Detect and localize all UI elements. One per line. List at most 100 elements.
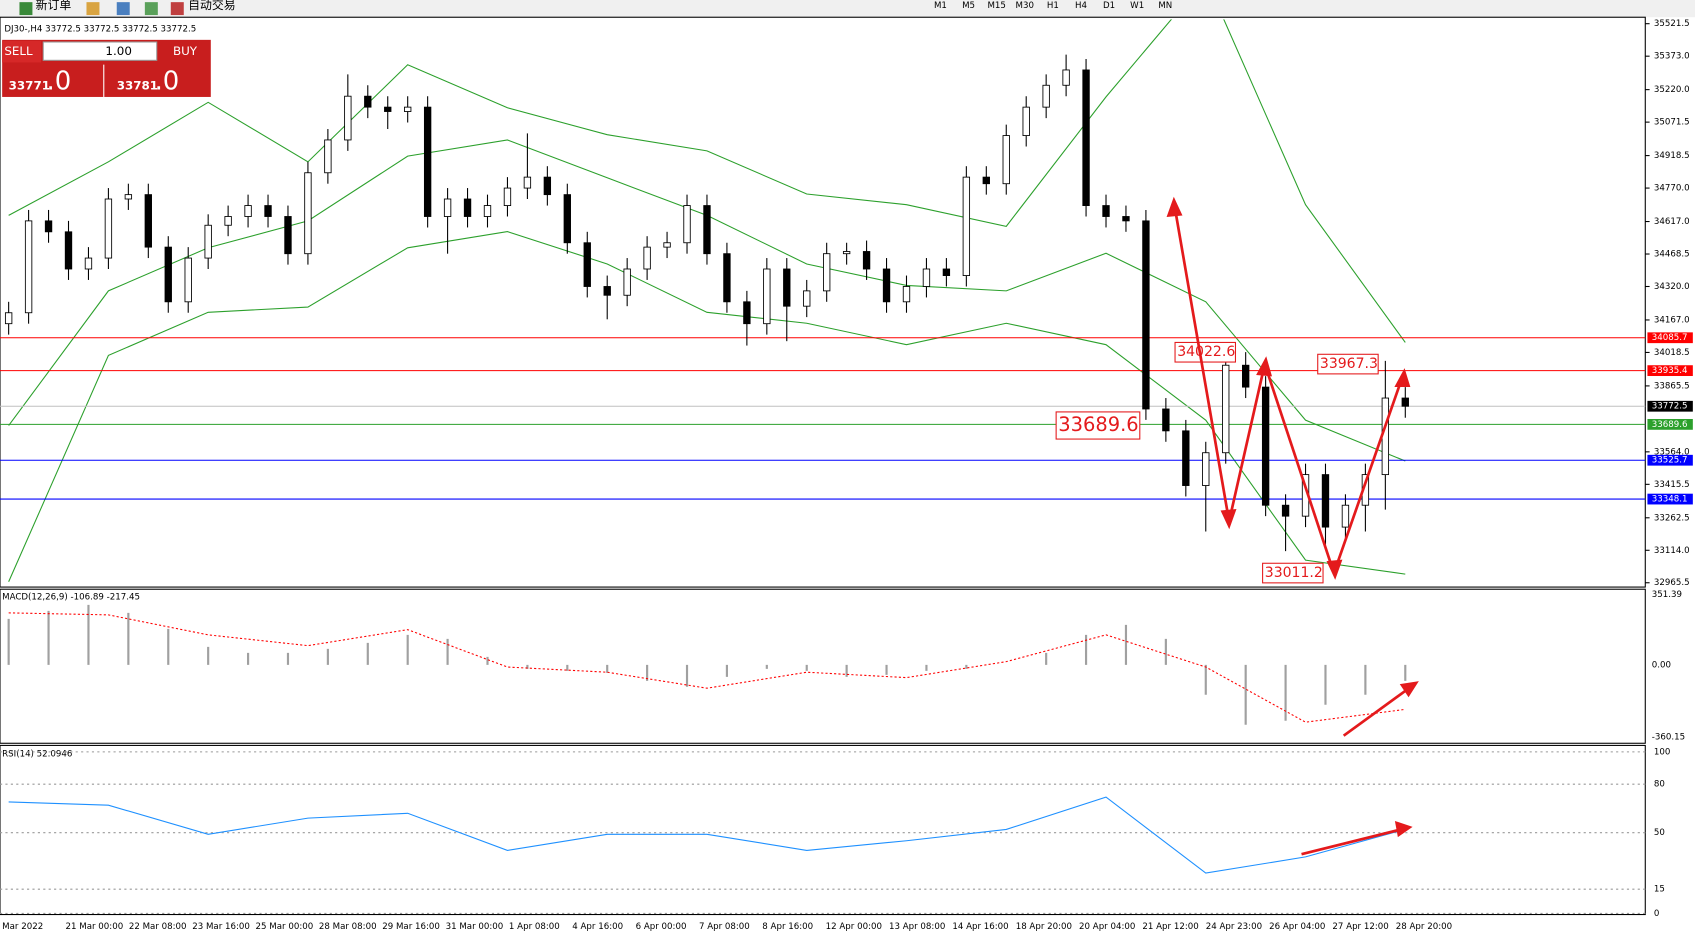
- x-tick-label: 12 Apr 00:00: [826, 922, 882, 932]
- x-tick-label: 7 Apr 08:00: [699, 922, 750, 932]
- x-tick-label: 21 Apr 12:00: [1142, 922, 1198, 932]
- x-tick-label: 23 Mar 16:00: [192, 922, 250, 932]
- candle-body: [1062, 69, 1070, 86]
- y-tick-label: 35071.5: [1654, 118, 1690, 128]
- y-tick-label: 33262.5: [1654, 513, 1690, 523]
- buy-price[interactable]: 33781: [117, 79, 158, 93]
- y-tick-label: 35373.0: [1654, 52, 1690, 62]
- candle-body: [723, 253, 731, 303]
- timeframe[interactable]: M15: [987, 1, 1005, 11]
- candle-body: [543, 176, 552, 196]
- candle-body: [1222, 364, 1230, 454]
- bollinger-band: [8, 231, 1406, 582]
- buy-label[interactable]: BUY: [173, 44, 198, 58]
- candle-body: [1401, 397, 1409, 407]
- timeframe[interactable]: MN: [1158, 1, 1172, 11]
- timeframe[interactable]: M5: [962, 1, 975, 11]
- icon[interactable]: [144, 2, 158, 16]
- candle-body: [1321, 474, 1330, 528]
- y-tick-label: 34167.0: [1654, 315, 1690, 325]
- rsi-line: [8, 796, 1406, 874]
- timeframe[interactable]: H1: [1047, 1, 1059, 11]
- annotation: 33689.6: [1058, 413, 1138, 436]
- candle-body: [1022, 106, 1030, 137]
- candle-body: [902, 286, 911, 303]
- candle-body: [803, 290, 811, 307]
- y-tick-label: 0: [1654, 909, 1660, 919]
- candle-body: [164, 246, 172, 303]
- y-tick-label: 35220.0: [1654, 85, 1690, 95]
- x-tick-label: 26 Apr 04:00: [1269, 922, 1325, 932]
- x-tick-label: 1 Apr 08:00: [509, 922, 560, 932]
- lots-input[interactable]: [42, 41, 158, 61]
- y-tick-label: 33415.5: [1654, 480, 1690, 490]
- timeframe[interactable]: M30: [1016, 1, 1034, 11]
- candle-body: [224, 216, 232, 226]
- candle-body: [1162, 408, 1170, 432]
- macd-panel: [0, 588, 1646, 744]
- icon[interactable]: [116, 2, 130, 16]
- chart-header: DJ30-,H4 33772.5 33772.5 33772.5 33772.5: [4, 25, 196, 35]
- candle-body: [823, 253, 831, 292]
- buy-fraction[interactable]: .0: [155, 66, 180, 96]
- candle-body: [523, 176, 532, 189]
- candle-body: [743, 301, 751, 325]
- trade-panel: SELL 1.00 BUY 33771 .0 33781 .0: [2, 39, 211, 97]
- candle-body: [783, 268, 791, 307]
- timeframe[interactable]: M1: [934, 1, 947, 11]
- y-tick-label: 0.00: [1652, 660, 1671, 670]
- price-tag-label: 33525.7: [1652, 456, 1688, 466]
- candle-body: [104, 198, 113, 259]
- macd-label: MACD(12,26,9) -106.89 -217.45: [2, 592, 140, 602]
- sell-button[interactable]: [2, 40, 42, 63]
- sell-label[interactable]: SELL: [4, 44, 33, 58]
- annotation-box: [1317, 353, 1379, 375]
- icon[interactable]: [86, 2, 100, 16]
- candle-body: [583, 242, 591, 287]
- x-tick-label: 20 Apr 04:00: [1079, 922, 1135, 932]
- x-tick-label: 24 Apr 23:00: [1206, 922, 1262, 932]
- candle-body: [922, 268, 931, 287]
- annotation-box: [1262, 562, 1324, 584]
- timeframe[interactable]: H4: [1075, 1, 1087, 11]
- lots[interactable]: 1.00: [105, 44, 131, 58]
- candle-body: [683, 205, 691, 244]
- sell-price[interactable]: 33771: [9, 79, 50, 93]
- price-tag-label: 33935.4: [1652, 366, 1688, 376]
- candle-body: [324, 139, 332, 174]
- candle-body: [284, 216, 292, 255]
- candle-body: [1002, 135, 1010, 185]
- auto-trading[interactable]: 自动交易: [188, 0, 236, 12]
- icon[interactable]: [19, 2, 33, 16]
- candle-body: [503, 187, 512, 206]
- sell-fraction[interactable]: .0: [46, 66, 71, 96]
- candle-body: [1042, 84, 1050, 108]
- candle-body: [463, 198, 472, 217]
- y-tick-label: 33114.0: [1654, 546, 1690, 556]
- icon[interactable]: [170, 2, 184, 16]
- timeframe[interactable]: W1: [1130, 1, 1144, 11]
- candle-body: [842, 251, 851, 255]
- candle-body: [204, 224, 212, 259]
- x-tick-label: 21 Mar 00:00: [66, 922, 124, 932]
- candle-body: [244, 205, 252, 217]
- toolbar: [0, 0, 1695, 18]
- timeframe[interactable]: D1: [1103, 1, 1115, 11]
- x-tick-label: 22 Mar 08:00: [129, 922, 187, 932]
- candle-body: [264, 205, 272, 217]
- x-tick-label: 27 Apr 12:00: [1332, 922, 1388, 932]
- new-order[interactable]: 新订单: [36, 0, 72, 12]
- annotation: 33011.2: [1265, 565, 1323, 581]
- candle-body: [643, 246, 651, 270]
- candle-body: [1122, 216, 1130, 222]
- price-tag: [1647, 454, 1693, 466]
- y-tick-label: 15: [1654, 885, 1665, 895]
- x-tick-label: 14 Apr 16:00: [952, 922, 1008, 932]
- annotation-box: [1174, 341, 1237, 363]
- price-tag: [1647, 400, 1693, 412]
- bollinger-band: [8, 19, 1406, 343]
- candle-body: [763, 268, 771, 325]
- y-tick-label: 34468.5: [1654, 250, 1690, 260]
- candle-body: [1261, 386, 1270, 506]
